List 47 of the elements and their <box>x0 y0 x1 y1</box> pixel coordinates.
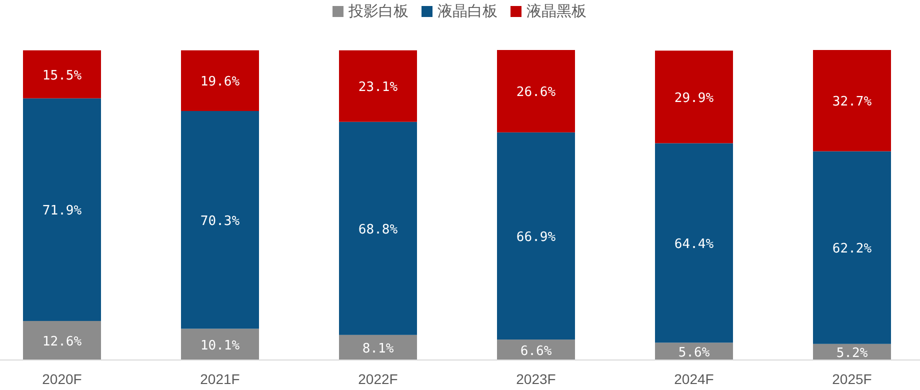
legend-item: 液晶白板 <box>422 3 498 20</box>
bar <box>655 342 733 360</box>
data-label: 70.3% <box>200 214 240 229</box>
legend-label: 液晶黑板 <box>526 3 586 20</box>
legend-label: 液晶白板 <box>438 3 498 20</box>
data-label: 26.6% <box>516 85 556 100</box>
x-tick-label: 2021F <box>200 371 240 387</box>
x-tick-label: 2022F <box>358 371 398 387</box>
data-label: 71.9% <box>42 204 82 219</box>
bar <box>181 50 259 112</box>
x-tick-label: 2024F <box>674 371 714 387</box>
legend-item: 投影白板 <box>332 3 408 20</box>
data-label: 29.9% <box>674 90 714 106</box>
data-label: 66.9% <box>516 230 556 245</box>
data-label: 8.1% <box>362 341 394 356</box>
data-label: 12.6% <box>42 334 82 350</box>
bar <box>23 50 101 98</box>
bar <box>655 143 733 343</box>
bar <box>181 328 259 360</box>
x-tick-label: 2023F <box>516 371 556 387</box>
bar <box>181 111 259 329</box>
data-label: 23.1% <box>358 80 398 96</box>
x-tick-label: 2025F <box>832 371 872 387</box>
bar <box>23 320 101 360</box>
data-label: 68.8% <box>358 222 398 238</box>
x-tick-label: 2020F <box>42 371 82 387</box>
data-label: 6.6% <box>520 344 552 359</box>
bar <box>497 50 575 132</box>
bar <box>23 98 101 321</box>
bar <box>339 334 417 360</box>
data-label: 5.2% <box>836 346 868 361</box>
bar <box>813 50 891 152</box>
bar <box>655 50 733 144</box>
data-label: 15.5% <box>42 68 82 84</box>
bar <box>813 151 891 344</box>
data-label: 10.1% <box>200 338 240 354</box>
data-label: 5.6% <box>678 345 710 360</box>
data-label: 62.2% <box>832 242 872 257</box>
data-label: 19.6% <box>200 74 240 90</box>
legend-item: 液晶黑板 <box>510 3 586 20</box>
bar <box>497 340 575 360</box>
data-label: 32.7% <box>832 94 872 110</box>
bar <box>497 132 575 340</box>
data-label: 64.4% <box>674 236 714 252</box>
legend-label: 投影白板 <box>348 3 408 20</box>
bar <box>339 50 417 122</box>
bar <box>339 122 417 335</box>
